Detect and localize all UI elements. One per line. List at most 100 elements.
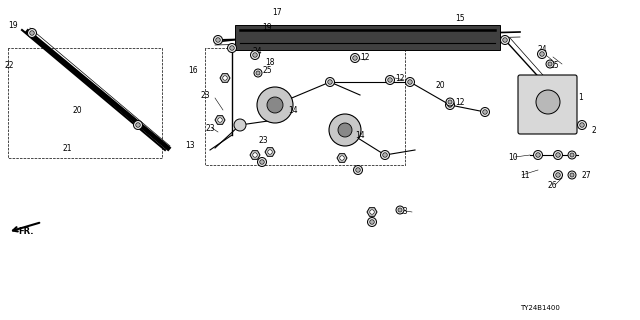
Circle shape xyxy=(548,62,552,66)
Circle shape xyxy=(268,150,272,154)
Circle shape xyxy=(556,153,560,157)
Circle shape xyxy=(257,157,266,166)
FancyBboxPatch shape xyxy=(518,75,577,134)
Circle shape xyxy=(256,71,260,75)
Circle shape xyxy=(230,46,234,50)
Circle shape xyxy=(534,150,543,159)
Text: 14: 14 xyxy=(355,131,365,140)
Text: 14: 14 xyxy=(288,106,298,115)
Polygon shape xyxy=(337,154,347,162)
Circle shape xyxy=(216,38,220,42)
Text: 25: 25 xyxy=(550,60,559,69)
Text: 13: 13 xyxy=(185,140,195,149)
Circle shape xyxy=(214,36,223,44)
Circle shape xyxy=(340,156,344,160)
Polygon shape xyxy=(367,208,377,216)
Circle shape xyxy=(329,114,361,146)
Circle shape xyxy=(367,218,376,227)
Polygon shape xyxy=(220,74,230,82)
Text: 17: 17 xyxy=(272,7,282,17)
Text: 26: 26 xyxy=(548,180,557,189)
Circle shape xyxy=(381,150,390,159)
Text: 20: 20 xyxy=(435,81,445,90)
Circle shape xyxy=(218,118,222,122)
Text: 12: 12 xyxy=(360,53,369,62)
Text: 21: 21 xyxy=(62,143,72,153)
Text: 22: 22 xyxy=(4,60,13,69)
Text: 23: 23 xyxy=(258,135,268,145)
Circle shape xyxy=(550,93,559,102)
Circle shape xyxy=(253,53,257,57)
Text: 20: 20 xyxy=(72,106,82,115)
Polygon shape xyxy=(215,116,225,124)
Text: 12: 12 xyxy=(455,98,465,107)
Circle shape xyxy=(540,52,544,56)
Polygon shape xyxy=(265,148,275,156)
Circle shape xyxy=(383,153,387,157)
Circle shape xyxy=(554,171,563,180)
Circle shape xyxy=(570,153,574,157)
Text: 24: 24 xyxy=(538,45,548,54)
Circle shape xyxy=(556,173,560,177)
Text: 18: 18 xyxy=(265,58,275,67)
Text: 23: 23 xyxy=(205,124,214,132)
Circle shape xyxy=(398,208,402,212)
Polygon shape xyxy=(250,151,260,159)
Circle shape xyxy=(538,50,547,59)
Circle shape xyxy=(448,100,452,104)
Circle shape xyxy=(328,80,332,84)
Circle shape xyxy=(546,60,554,68)
Circle shape xyxy=(353,165,362,174)
Circle shape xyxy=(445,100,454,109)
Text: 23: 23 xyxy=(398,207,408,217)
Circle shape xyxy=(570,173,574,177)
Circle shape xyxy=(577,121,586,130)
Text: 27: 27 xyxy=(582,171,591,180)
Text: 2: 2 xyxy=(592,125,596,134)
Circle shape xyxy=(234,119,246,131)
Circle shape xyxy=(568,171,576,179)
Circle shape xyxy=(136,123,140,127)
Circle shape xyxy=(134,121,143,130)
Text: 1: 1 xyxy=(578,93,583,102)
Circle shape xyxy=(385,76,394,84)
Circle shape xyxy=(223,76,227,80)
Circle shape xyxy=(448,103,452,107)
Text: 23: 23 xyxy=(200,91,210,100)
Text: 24: 24 xyxy=(252,47,262,57)
Circle shape xyxy=(28,28,36,37)
Text: 15: 15 xyxy=(455,13,465,22)
Circle shape xyxy=(253,153,257,157)
Circle shape xyxy=(580,123,584,127)
Circle shape xyxy=(370,220,374,224)
Circle shape xyxy=(568,151,576,159)
Circle shape xyxy=(370,210,374,214)
Text: 10: 10 xyxy=(508,154,518,163)
Text: 19: 19 xyxy=(8,20,18,29)
Circle shape xyxy=(553,96,557,100)
Circle shape xyxy=(503,38,508,42)
Text: 25: 25 xyxy=(262,66,271,75)
Circle shape xyxy=(353,56,357,60)
Circle shape xyxy=(554,150,563,159)
Circle shape xyxy=(536,153,540,157)
Circle shape xyxy=(260,160,264,164)
Circle shape xyxy=(250,51,259,60)
Circle shape xyxy=(257,87,293,123)
Circle shape xyxy=(536,90,560,114)
Circle shape xyxy=(338,123,352,137)
Circle shape xyxy=(406,77,415,86)
Text: FR.: FR. xyxy=(18,228,33,236)
Circle shape xyxy=(351,53,360,62)
Text: 19: 19 xyxy=(262,22,271,31)
Circle shape xyxy=(356,168,360,172)
Text: TY24B1400: TY24B1400 xyxy=(520,305,560,311)
Circle shape xyxy=(267,97,283,113)
Polygon shape xyxy=(235,25,500,50)
Circle shape xyxy=(29,31,35,35)
Circle shape xyxy=(388,78,392,82)
Circle shape xyxy=(254,69,262,77)
Circle shape xyxy=(396,206,404,214)
Circle shape xyxy=(483,110,487,114)
Circle shape xyxy=(481,108,490,116)
